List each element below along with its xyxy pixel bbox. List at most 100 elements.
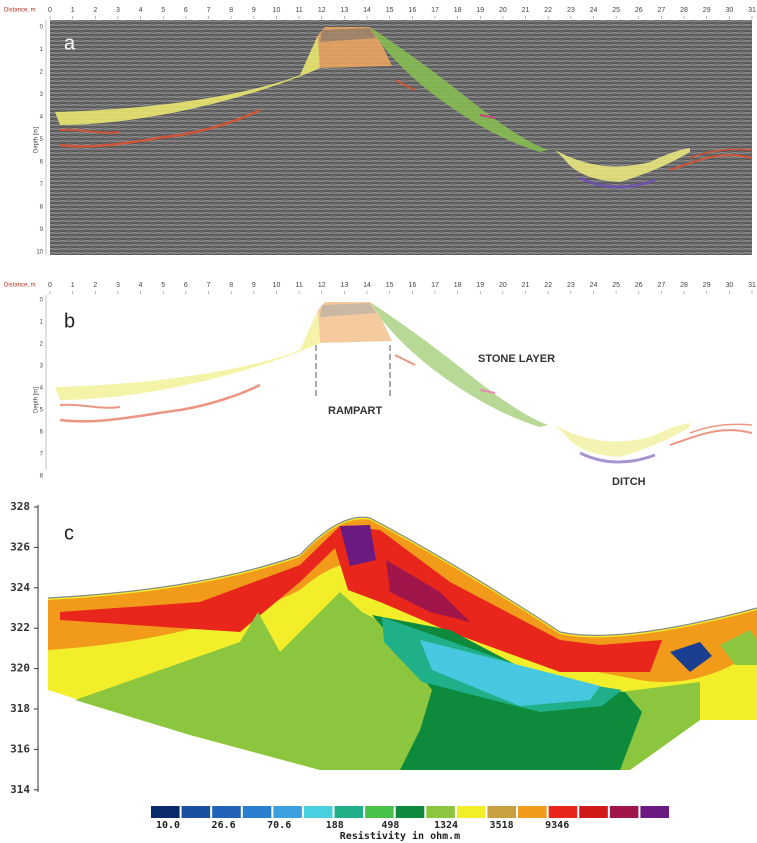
legend-label: 3518 [490, 820, 514, 831]
legend-swatch [487, 806, 517, 818]
legend-label: 188 [326, 820, 344, 831]
x-tick-label: 6 [184, 282, 188, 289]
legend-label: 26.6 [212, 820, 236, 831]
resistivity-section [47, 516, 757, 770]
annotation: RAMPART [328, 405, 382, 417]
x-tick-label: 6 [184, 7, 188, 14]
x-tick-label: 10 [273, 282, 281, 289]
x-tick-label: 5 [161, 7, 165, 14]
x-tick-label: 29 [703, 282, 711, 289]
legend-swatch [273, 806, 302, 818]
legend-swatch [151, 806, 180, 818]
x-tick-label: 17 [431, 282, 439, 289]
legend-swatch [334, 806, 364, 818]
x-tick-label: 26 [635, 7, 643, 14]
legend-swatch [456, 806, 486, 818]
y-tick-label: 5 [40, 137, 44, 143]
y-tick-label: 9 [40, 227, 44, 233]
y-tick-label: 318 [10, 702, 30, 715]
legend-swatch [395, 806, 425, 818]
x-tick-label: 26 [635, 282, 643, 289]
x-tick-label: 13 [340, 7, 348, 14]
x-tick-label: 31 [748, 7, 756, 14]
panel-letter: b [64, 310, 75, 332]
y-tick-label: 5 [40, 408, 44, 414]
y-tick-label: 8 [40, 205, 44, 211]
annotation: STONE LAYER [478, 353, 555, 365]
x-tick-label: 12 [318, 282, 326, 289]
x-tick-label: 18 [454, 282, 462, 289]
x-tick-label: 17 [431, 7, 439, 14]
y-tick-label: 4 [40, 115, 44, 121]
y-tick-label: 6 [40, 430, 44, 436]
x-tick-label: 14 [363, 7, 371, 14]
x-tick-label: 30 [725, 282, 733, 289]
x-tick-label: 30 [725, 7, 733, 14]
x-tick-label: 16 [408, 282, 416, 289]
y-tick-label: 326 [10, 540, 30, 553]
x-tick-label: 25 [612, 7, 620, 14]
x-tick-label: 20 [499, 7, 507, 14]
x-tick-label: 5 [161, 282, 165, 289]
x-tick-label: 3 [116, 282, 120, 289]
legend-swatch [518, 806, 547, 818]
y-tick-label: 324 [10, 581, 30, 594]
legend-swatch [365, 806, 394, 818]
legend-label: 70.6 [267, 820, 291, 831]
legend-swatch [303, 806, 333, 818]
x-axis-title: Distance, m [4, 283, 36, 289]
y-tick-label: 316 [10, 742, 30, 755]
x-tick-label: 2 [93, 282, 97, 289]
x-tick-label: 0 [48, 282, 52, 289]
y-tick-label: 3 [40, 364, 44, 370]
y-tick-label: 10 [36, 250, 43, 256]
x-tick-label: 9 [252, 7, 256, 14]
y-tick-label: 4 [40, 386, 44, 392]
x-tick-label: 3 [116, 7, 120, 14]
x-tick-label: 18 [454, 7, 462, 14]
x-tick-label: 23 [567, 282, 575, 289]
legend-swatch [609, 806, 639, 818]
x-tick-label: 8 [229, 7, 233, 14]
x-tick-label: 23 [567, 7, 575, 14]
x-tick-label: 12 [318, 7, 326, 14]
x-tick-label: 31 [748, 282, 756, 289]
x-tick-label: 1 [71, 7, 75, 14]
x-tick-label: 10 [273, 7, 281, 14]
x-tick-label: 19 [476, 7, 484, 14]
x-axis-title: Distance, m [4, 8, 36, 14]
y-tick-label: 6 [40, 160, 44, 166]
y-tick-label: 328 [10, 500, 30, 513]
legend-swatch [242, 806, 272, 818]
x-tick-label: 11 [295, 282, 302, 289]
x-tick-label: 0 [48, 7, 52, 14]
annotation: DITCH [612, 476, 646, 488]
x-tick-label: 27 [658, 7, 666, 14]
y-tick-label: 2 [40, 70, 44, 76]
x-tick-label: 7 [207, 282, 211, 289]
interpretation [53, 300, 754, 464]
x-tick-label: 1 [71, 282, 75, 289]
y-tick-label: 0 [40, 298, 44, 304]
x-tick-label: 24 [590, 7, 598, 14]
x-tick-label: 19 [476, 282, 484, 289]
legend-swatch [640, 806, 669, 818]
panel-letter: a [64, 32, 76, 54]
x-tick-label: 28 [680, 7, 688, 14]
x-tick-label: 20 [499, 282, 507, 289]
y-tick-label: 7 [40, 182, 44, 188]
x-tick-label: 28 [680, 282, 688, 289]
legend-swatch [548, 806, 578, 818]
legend-label: 9346 [545, 820, 569, 831]
x-tick-label: 14 [363, 282, 371, 289]
legend-title: Resistivity in ohm.m [340, 830, 460, 842]
x-tick-label: 15 [386, 282, 394, 289]
y-tick-label: 1 [40, 320, 44, 326]
legend-swatch [426, 806, 455, 818]
y-tick-label: 7 [40, 452, 44, 458]
x-tick-label: 22 [544, 7, 552, 14]
x-tick-label: 13 [340, 282, 348, 289]
x-tick-label: 7 [207, 7, 211, 14]
